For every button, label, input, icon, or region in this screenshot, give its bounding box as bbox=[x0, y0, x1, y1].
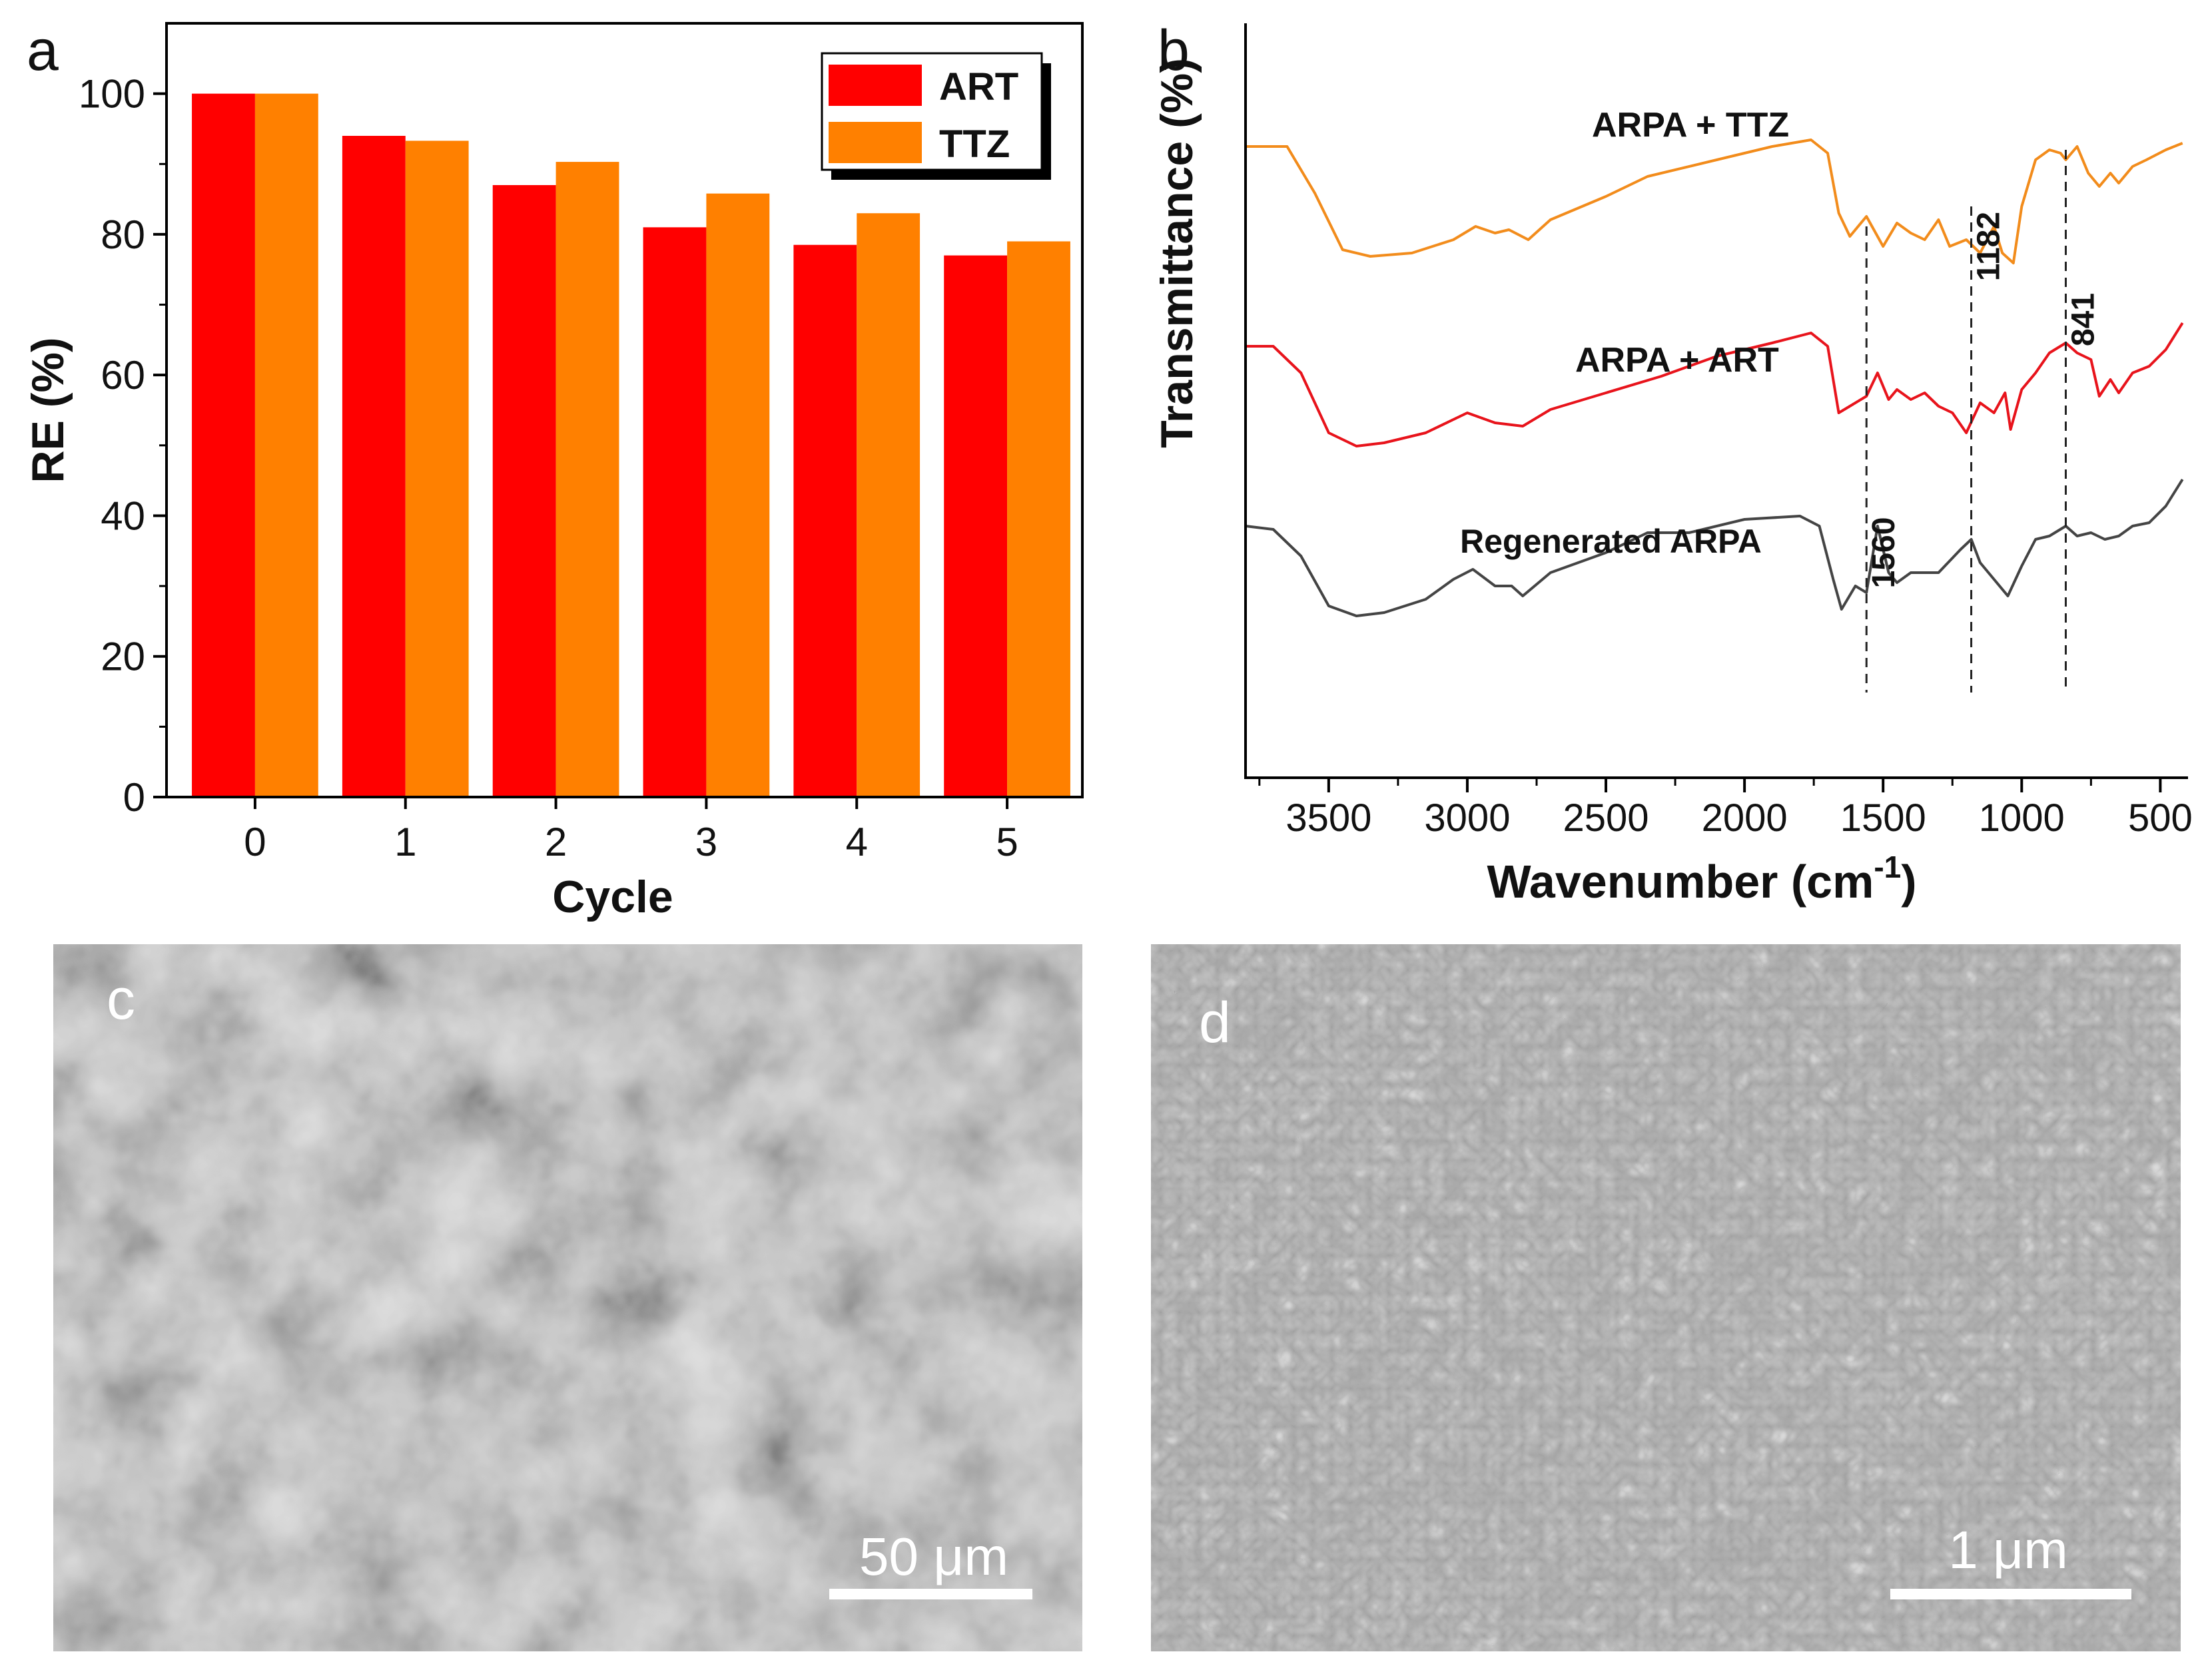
bar-art-cycle-5 bbox=[944, 255, 1008, 798]
bar-chart-panel: a 0 20 40 60 80 100 0 1 2 3 4 5 Cycle RE (%) ART T… bbox=[23, 19, 1084, 922]
spectrum-2 bbox=[1245, 478, 2184, 617]
y-tick-label: 100 bbox=[79, 72, 145, 117]
y-tick-label: 0 bbox=[123, 775, 145, 820]
bar-art-cycle-1 bbox=[342, 136, 406, 797]
bar-ttz-cycle-4 bbox=[857, 213, 921, 798]
scale-bar-label-d: 1 μm bbox=[1948, 1520, 2067, 1579]
x-tick-label: 0 bbox=[244, 820, 266, 864]
x-tick-label: 1 bbox=[394, 820, 416, 864]
scale-bar-d bbox=[1890, 1589, 2131, 1599]
bar-art-cycle-0 bbox=[192, 93, 255, 798]
panel-label-a: a bbox=[27, 19, 59, 83]
x-tick-label: 1500 bbox=[1840, 796, 1926, 840]
legend: ART TTZ bbox=[821, 52, 1051, 180]
x-axis-title-main: Wavenumber (cm bbox=[1487, 856, 1874, 908]
panel-label-b: b bbox=[1158, 19, 1190, 83]
bar-ttz-cycle-0 bbox=[254, 93, 318, 798]
x-axis-ticks: 3500 3000 2500 2000 1500 1000 500 bbox=[1258, 778, 2193, 840]
bar-art-cycle-4 bbox=[793, 244, 857, 798]
legend-swatch-art bbox=[829, 65, 922, 106]
panel-label-c: c bbox=[107, 968, 135, 1031]
plot-frame bbox=[165, 22, 1084, 798]
sem-image-d: d 1 μm bbox=[1151, 944, 2181, 1651]
curve-label-art: ARPA + ART bbox=[1575, 341, 1779, 380]
spectra-group bbox=[1245, 139, 2184, 617]
x-tick-label: 5 bbox=[996, 820, 1018, 864]
sem-micrograph-d bbox=[1151, 944, 2181, 1651]
legend-label-art: ART bbox=[939, 65, 1018, 109]
x-tick-label: 2500 bbox=[1563, 796, 1649, 840]
y-tick-label: 20 bbox=[101, 635, 145, 679]
peak-label-1560: 1560 bbox=[1866, 517, 1902, 589]
x-tick-label: 1000 bbox=[1979, 796, 2065, 840]
bar-art-cycle-2 bbox=[492, 184, 556, 797]
spectrum-1 bbox=[1246, 322, 2184, 447]
peak-markers: 1560 1182 841 bbox=[1865, 150, 2101, 693]
bar-ttz-cycle-1 bbox=[405, 140, 469, 797]
curve-label-ttz: ARPA + TTZ bbox=[1592, 106, 1789, 144]
x-tick-label: 3000 bbox=[1424, 796, 1510, 840]
x-axis-ticks: 0 1 2 3 4 5 bbox=[244, 797, 1018, 864]
bar-art-cycle-3 bbox=[643, 227, 707, 797]
bar-group bbox=[192, 93, 1070, 798]
x-tick-label: 500 bbox=[2128, 796, 2193, 840]
x-tick-label: 2000 bbox=[1702, 796, 1788, 840]
scale-bar-c bbox=[829, 1589, 1032, 1599]
y-tick-label: 80 bbox=[101, 212, 145, 257]
y-tick-label: 40 bbox=[101, 493, 145, 538]
legend-label-ttz: TTZ bbox=[939, 123, 1010, 166]
x-axis-title-sup: -1 bbox=[1874, 850, 1901, 884]
sem-image-c: c 50 μm bbox=[53, 944, 1082, 1651]
x-tick-label: 3500 bbox=[1286, 796, 1371, 840]
y-axis-title: RE (%) bbox=[23, 337, 73, 483]
spectrum-0 bbox=[1246, 139, 2183, 264]
peak-label-1182: 1182 bbox=[1972, 212, 2007, 281]
bar-ttz-cycle-2 bbox=[555, 162, 619, 797]
bar-ttz-cycle-5 bbox=[1007, 241, 1070, 797]
legend-swatch-ttz bbox=[829, 122, 922, 163]
curve-label-regen: Regenerated ARPA bbox=[1460, 523, 1762, 560]
y-tick-label: 60 bbox=[101, 353, 145, 398]
panel-label-d: d bbox=[1199, 991, 1231, 1055]
ftir-chart-panel: b 1560 1182 841 3500 3000 2500 2000 1500 1000 50… bbox=[1152, 19, 2193, 908]
x-axis-title: Wavenumber (cm-1) bbox=[1487, 850, 1916, 908]
sem-micrograph-c bbox=[53, 944, 1082, 1651]
scale-bar-label-c: 50 μm bbox=[859, 1527, 1008, 1586]
peak-label-841: 841 bbox=[2065, 293, 2101, 346]
bar-ttz-cycle-3 bbox=[706, 193, 770, 797]
x-tick-label: 3 bbox=[695, 820, 717, 864]
y-axis-ticks: 0 20 40 60 80 100 bbox=[79, 72, 167, 820]
x-tick-label: 4 bbox=[846, 820, 868, 864]
x-tick-label: 2 bbox=[545, 820, 567, 864]
x-axis-title: Cycle bbox=[552, 872, 673, 922]
x-axis-title-tail: ) bbox=[1901, 856, 1916, 908]
y-axis-title: Transmittance (%) bbox=[1152, 58, 1202, 448]
